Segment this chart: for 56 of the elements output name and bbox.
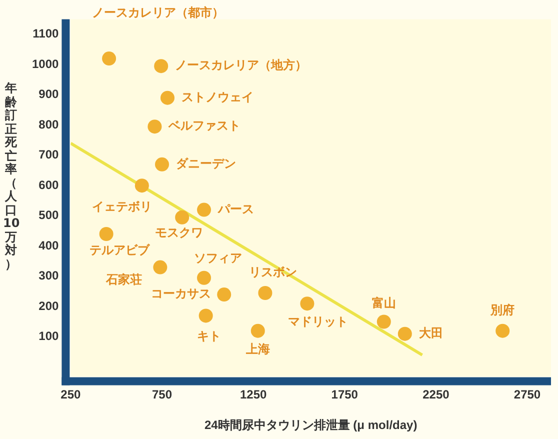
point	[496, 324, 510, 338]
point	[102, 52, 116, 66]
x-tick-label: 2750	[514, 388, 541, 402]
series-label: イェテボリ	[92, 200, 152, 214]
y-tick-label: 700	[38, 148, 60, 162]
point	[376, 314, 391, 329]
point	[398, 326, 412, 341]
point	[160, 90, 174, 105]
y-tick-label: 900	[38, 87, 60, 102]
y-tick-label: 100	[38, 329, 60, 344]
point	[300, 296, 314, 311]
y-tick-label: 500	[38, 208, 60, 222]
series-label: ダニーデン	[176, 156, 236, 171]
series-label: 別府	[490, 302, 515, 317]
point	[175, 210, 190, 224]
series-label: マドリット	[288, 314, 348, 329]
series-label: モスクワ	[155, 225, 204, 240]
y-tick-label: 800	[38, 117, 60, 132]
point	[153, 260, 168, 274]
x-tick-label: 1750	[331, 388, 358, 402]
series-label: ソフィア	[194, 251, 242, 265]
point	[134, 178, 149, 193]
y-tick-label: 1000	[32, 56, 60, 71]
point	[250, 324, 265, 338]
point	[197, 202, 212, 217]
series-label: 上海	[244, 342, 270, 356]
point	[198, 308, 213, 323]
x-tick-label: 750	[152, 388, 172, 402]
series-label: コーカサス	[151, 286, 212, 301]
series-label: 富山	[372, 296, 396, 310]
series-label: キト	[196, 328, 221, 343]
point	[217, 288, 232, 302]
y-tick-label: 600	[38, 178, 60, 192]
series-label: 石家荘	[105, 272, 142, 286]
y-tick-label: 1100	[32, 26, 60, 41]
point	[258, 286, 272, 300]
y-tick-label: 300	[38, 268, 60, 283]
text: ノースカレリア（都市）	[92, 6, 224, 20]
y-tick-label: 400	[38, 238, 60, 252]
x-tick-label: 1250	[240, 388, 267, 402]
y-tick-label: 200	[38, 298, 60, 313]
point	[154, 59, 168, 74]
point	[148, 120, 162, 134]
series-label: 大田	[418, 326, 443, 340]
series-label: テルアビブ	[89, 243, 150, 258]
x-tick-label: 2250	[422, 388, 450, 402]
x-tick-label: 250	[60, 388, 82, 402]
point	[99, 227, 114, 242]
point	[155, 157, 170, 172]
text: 年齢訂正死亡率（人口10万対）	[3, 81, 20, 270]
x-axis-title: 24時間尿中タウリン排泄量 (μ mol/day)	[204, 418, 418, 432]
series-label: ストノウェイ	[181, 90, 254, 104]
point	[197, 270, 212, 285]
series-label: ノースカレリア（地方）	[175, 58, 308, 72]
series-label: ベルファスト	[168, 118, 241, 133]
series-label: パース	[217, 202, 254, 216]
